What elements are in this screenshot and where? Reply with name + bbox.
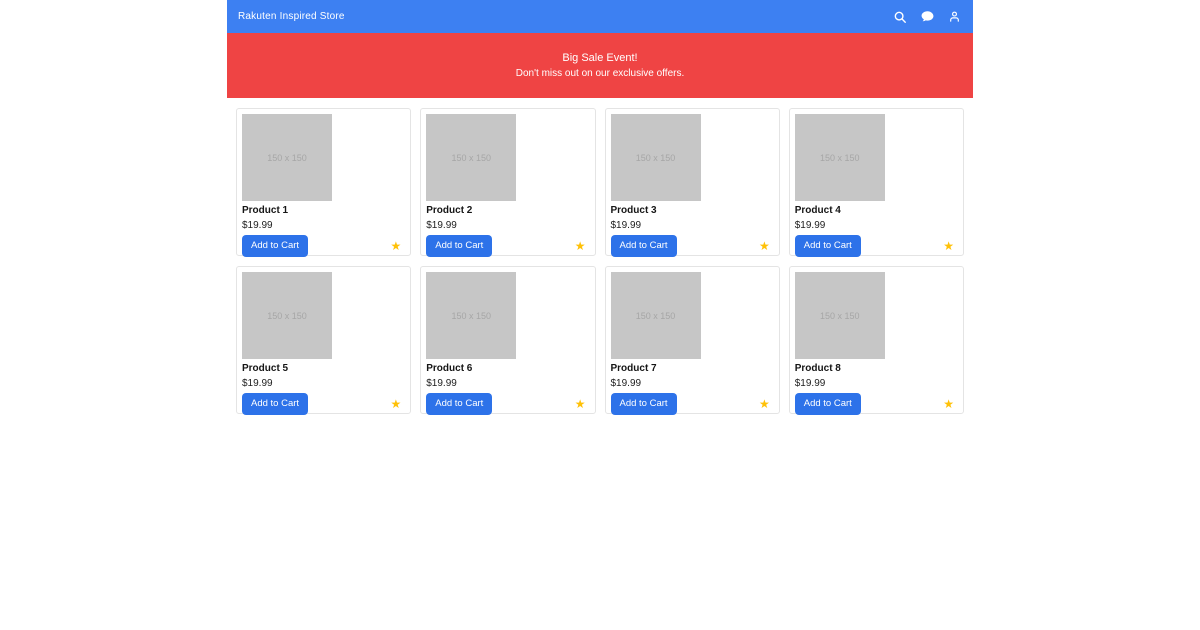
product-card: 150 x 150 Product 6 $19.99 Add to Cart ★ (420, 266, 596, 415)
star-icon[interactable]: ★ (574, 238, 586, 253)
star-icon[interactable]: ★ (758, 238, 770, 253)
add-to-cart-button[interactable]: Add to Cart (610, 393, 677, 415)
add-to-cart-button[interactable]: Add to Cart (242, 235, 309, 257)
product-price: $19.99 (610, 378, 642, 389)
sale-banner: Big Sale Event! Don't miss out on our ex… (227, 33, 973, 98)
add-to-cart-button[interactable]: Add to Cart (426, 235, 493, 257)
product-name: Product 5 (242, 363, 289, 374)
product-image-placeholder: 150 x 150 (242, 114, 332, 201)
star-icon[interactable]: ★ (390, 396, 402, 411)
product-name: Product 8 (794, 363, 841, 374)
product-name: Product 2 (426, 205, 473, 216)
header-icons (892, 9, 962, 25)
product-card: 150 x 150 Product 8 $19.99 Add to Cart ★ (788, 266, 964, 415)
card-actions: Add to Cart ★ (426, 393, 589, 415)
add-to-cart-button[interactable]: Add to Cart (426, 393, 493, 415)
chat-icon[interactable] (919, 9, 935, 25)
product-grid: 150 x 150 Product 1 $19.99 Add to Cart ★… (227, 108, 973, 415)
product-price: $19.99 (794, 378, 826, 389)
card-actions: Add to Cart ★ (426, 235, 589, 257)
product-card: 150 x 150 Product 3 $19.99 Add to Cart ★ (604, 108, 780, 257)
card-actions: Add to Cart ★ (242, 393, 405, 415)
card-actions: Add to Cart ★ (794, 393, 958, 415)
product-card: 150 x 150 Product 7 $19.99 Add to Cart ★ (604, 266, 780, 415)
product-image-placeholder: 150 x 150 (794, 114, 885, 201)
product-name: Product 4 (794, 205, 841, 216)
app-header: Rakuten Inspired Store (227, 0, 973, 33)
card-actions: Add to Cart ★ (794, 235, 958, 257)
product-image-placeholder: 150 x 150 (242, 272, 332, 359)
product-price: $19.99 (610, 220, 642, 231)
card-actions: Add to Cart ★ (610, 393, 774, 415)
store-title: Rakuten Inspired Store (238, 11, 345, 22)
add-to-cart-button[interactable]: Add to Cart (794, 235, 861, 257)
sale-banner-subtitle: Don't miss out on our exclusive offers. (515, 68, 685, 79)
product-name: Product 6 (426, 363, 473, 374)
add-to-cart-button[interactable]: Add to Cart (610, 235, 677, 257)
product-price: $19.99 (242, 220, 273, 231)
product-card: 150 x 150 Product 2 $19.99 Add to Cart ★ (420, 108, 596, 257)
search-icon[interactable] (892, 9, 908, 25)
user-icon[interactable] (946, 9, 962, 25)
card-actions: Add to Cart ★ (610, 235, 774, 257)
product-image-placeholder: 150 x 150 (794, 272, 885, 359)
star-icon[interactable]: ★ (390, 238, 402, 253)
product-name: Product 3 (610, 205, 657, 216)
product-price: $19.99 (426, 220, 457, 231)
product-image-placeholder: 150 x 150 (610, 272, 701, 359)
product-name: Product 7 (610, 363, 657, 374)
product-card: 150 x 150 Product 5 $19.99 Add to Cart ★ (236, 266, 412, 415)
product-price: $19.99 (426, 378, 457, 389)
star-icon[interactable]: ★ (943, 396, 954, 411)
product-card: 150 x 150 Product 4 $19.99 Add to Cart ★ (788, 108, 964, 257)
product-image-placeholder: 150 x 150 (610, 114, 701, 201)
product-price: $19.99 (242, 378, 273, 389)
star-icon[interactable]: ★ (758, 396, 770, 411)
product-image-placeholder: 150 x 150 (426, 272, 517, 359)
product-price: $19.99 (794, 220, 826, 231)
store-app: Rakuten Inspired Store Big S (227, 0, 973, 415)
sale-banner-title: Big Sale Event! (562, 52, 638, 64)
card-actions: Add to Cart ★ (242, 235, 405, 257)
star-icon[interactable]: ★ (574, 396, 586, 411)
product-image-placeholder: 150 x 150 (426, 114, 517, 201)
add-to-cart-button[interactable]: Add to Cart (794, 393, 861, 415)
add-to-cart-button[interactable]: Add to Cart (242, 393, 309, 415)
product-name: Product 1 (242, 205, 289, 216)
product-card: 150 x 150 Product 1 $19.99 Add to Cart ★ (236, 108, 412, 257)
star-icon[interactable]: ★ (943, 238, 954, 253)
